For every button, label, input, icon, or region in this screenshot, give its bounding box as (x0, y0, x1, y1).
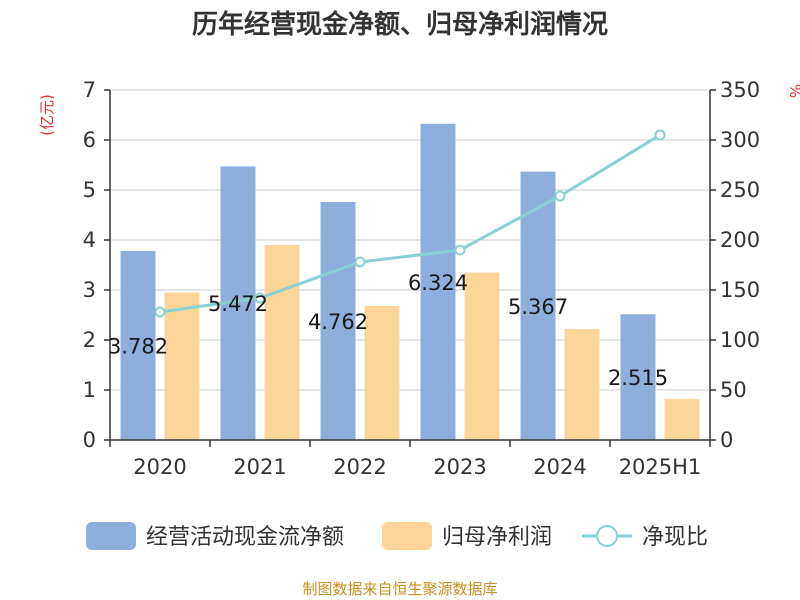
x-axis-tick-label: 2023 (433, 455, 486, 479)
left-axis-tick-label: 5 (83, 178, 96, 202)
cashflow-data-label: 3.782 (108, 334, 168, 358)
grid-lines (110, 89, 710, 391)
ratio-point (254, 292, 266, 304)
x-axis-tick-label: 2024 (533, 455, 586, 479)
net-profit-bar (164, 292, 200, 440)
right-axis-tick-label: 300 (720, 128, 760, 152)
legend-label: 归母净利润 (442, 525, 552, 550)
cashflow-data-label: 5.367 (508, 295, 568, 319)
legend-swatch-marker (596, 525, 618, 547)
left-axis-tick-label: 3 (83, 278, 96, 302)
axes: 0 1 2 3 4 5 6 7 0 50 100 150 200 250 300 350 2020 2021 202… (83, 78, 760, 479)
left-axis-tick-label: 4 (83, 228, 96, 252)
legend-label: 经营活动现金流净额 (146, 525, 344, 550)
net-profit-bar (264, 245, 300, 440)
cashflow-bar (620, 314, 656, 440)
legend-item-1: 经营活动现金流净额 (86, 522, 344, 550)
cashflow-data-label: 4.762 (308, 310, 368, 334)
cashflow-data-label: 5.472 (208, 292, 268, 316)
cashflow-bar (420, 123, 456, 441)
left-axis-unit: (亿元) (38, 94, 56, 136)
left-axis-tick-label: 0 (83, 428, 96, 452)
ratio-point (154, 306, 166, 318)
cashflow-bar (520, 171, 556, 440)
right-axis-tick-label: 50 (720, 378, 747, 402)
net-profit-bar (564, 329, 600, 440)
legend-item-2: 归母净利润 (382, 522, 552, 550)
right-axis-tick-label: 0 (720, 428, 733, 452)
net-profit-bar (464, 272, 500, 440)
ratio-point (654, 129, 666, 141)
data-labels: 3.782 5.472 4.762 6.324 5.367 2.515 (108, 271, 668, 390)
x-axis-tick-label: 2025H1 (619, 455, 702, 479)
legend-swatch (382, 522, 432, 550)
net-profit-bar (664, 399, 700, 440)
cashflow-data-label: 2.515 (608, 366, 668, 390)
legend-swatch (86, 522, 136, 550)
x-axis-tick-label: 2020 (133, 455, 186, 479)
ratio-line-path (159, 133, 661, 314)
ratio-point (354, 256, 366, 268)
right-axis-tick-label: 250 (720, 178, 760, 202)
cashflow-bar (320, 201, 356, 440)
legend-label: 净现比 (642, 525, 708, 550)
ratio-line (154, 129, 666, 318)
left-axis-tick-label: 2 (83, 328, 96, 352)
right-axis-tick-label: 150 (720, 278, 760, 302)
legend: 经营活动现金流净额 归母净利润 净现比 (86, 522, 708, 550)
cashflow-data-label: 6.324 (408, 271, 468, 295)
net-profit-bar (364, 306, 400, 440)
ratio-point (454, 244, 466, 256)
left-axis-tick-label: 6 (83, 128, 96, 152)
left-axis-tick-label: 1 (83, 378, 96, 402)
source-note: 制图数据来自恒生聚源数据库 (302, 580, 497, 598)
bars (120, 123, 700, 441)
cashflow-bar (120, 250, 156, 440)
chart-title: 历年经营现金净额、归母净利润情况 (192, 9, 608, 40)
left-axis-tick-label: 7 (83, 78, 96, 102)
right-axis-tick-label: 200 (720, 228, 760, 252)
x-axis-tick-label: 2022 (333, 455, 386, 479)
right-axis-tick-label: 100 (720, 328, 760, 352)
legend-item-3: 净现比 (582, 525, 708, 550)
x-axis-tick-label: 2021 (233, 455, 286, 479)
right-axis-unit: % (786, 84, 800, 98)
right-axis-tick-label: 350 (720, 78, 760, 102)
ratio-point (554, 190, 566, 202)
